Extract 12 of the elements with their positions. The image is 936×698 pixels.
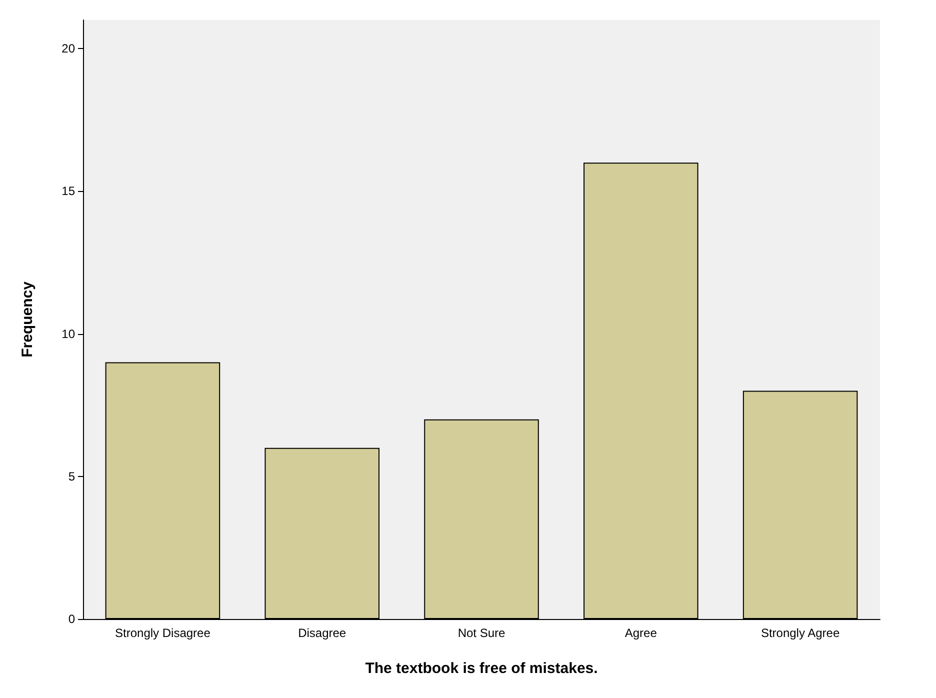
x-tick-label: Agree bbox=[624, 626, 658, 640]
x-tick-label: Disagree bbox=[298, 626, 346, 640]
y-tick-label: 15 bbox=[62, 184, 76, 198]
x-tick-label: Not Sure bbox=[458, 626, 506, 640]
y-tick-label: 20 bbox=[62, 42, 76, 56]
y-axis-title: Frequency bbox=[19, 280, 36, 358]
x-tick-label: Strongly Agree bbox=[760, 626, 840, 640]
y-tick-label: 0 bbox=[68, 612, 76, 626]
x-axis-title: The textbook is free of mistakes. bbox=[365, 660, 598, 677]
y-tick-label: 10 bbox=[62, 326, 76, 341]
y-tick-label: 5 bbox=[68, 469, 76, 484]
x-tick-label: Strongly Disagree bbox=[115, 626, 211, 640]
